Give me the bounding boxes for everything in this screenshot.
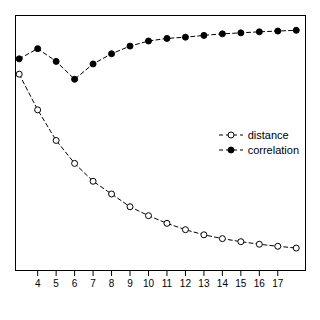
svg-text:13: 13: [198, 278, 210, 289]
svg-text:5: 5: [53, 278, 59, 289]
svg-text:10: 10: [143, 278, 155, 289]
html-text:distance: distance: [247, 128, 289, 141]
svg-text:12: 12: [180, 278, 192, 289]
svg-text:4: 4: [35, 278, 41, 289]
svg-text:11: 11: [162, 278, 173, 289]
svg-text:6: 6: [72, 278, 78, 289]
html-text:correlation: correlation: [247, 143, 299, 156]
svg-text:14: 14: [217, 278, 229, 289]
svg-text:16: 16: [254, 278, 266, 289]
svg-text:9: 9: [127, 278, 133, 289]
svg-text:8: 8: [109, 278, 115, 289]
svg-text:7: 7: [90, 278, 96, 289]
svg-text:17: 17: [272, 278, 284, 289]
svg-text:15: 15: [235, 278, 247, 289]
